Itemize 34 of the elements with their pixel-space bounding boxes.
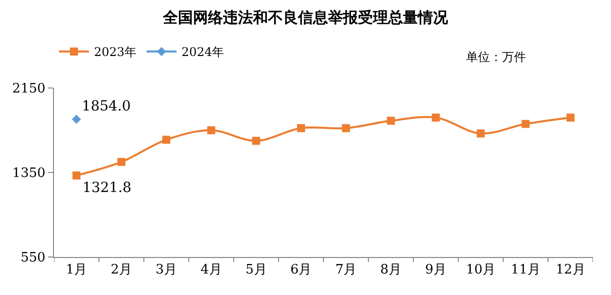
y-tick-label: 550 [20, 250, 46, 266]
point [207, 126, 216, 134]
point [162, 136, 170, 144]
point [117, 158, 126, 166]
x-tick-label: 8月 [380, 262, 402, 278]
point [72, 171, 80, 180]
point [342, 124, 350, 132]
x-tick-label: 3月 [156, 262, 177, 278]
point [386, 116, 395, 125]
x-tick-label: 6月 [290, 262, 312, 278]
legend-label: 2023年 [94, 45, 137, 60]
text: 单位：万件 [466, 50, 526, 64]
point [252, 136, 260, 145]
chart-title: 全国网络违法和不良信息举报受理总量情况 [162, 8, 449, 26]
point [476, 129, 485, 138]
data-label: 1854.0 [82, 98, 131, 114]
point [522, 120, 530, 128]
point [72, 114, 82, 124]
legend-label: 2024年 [182, 45, 224, 60]
x-tick-label: 2月 [110, 262, 132, 278]
point [432, 114, 440, 122]
x-tick-label: 1月 [66, 262, 88, 278]
x-tick-label: 11月 [510, 262, 540, 278]
point [297, 124, 306, 132]
point [566, 114, 575, 122]
x-tick-label: 10月 [466, 262, 496, 278]
data-label: 1321.8 [82, 180, 132, 196]
x-tick-label: 12月 [556, 262, 586, 278]
y-tick-label: 2150 [12, 82, 46, 97]
x-tick-label: 9月 [425, 262, 446, 278]
x-tick-label: 4月 [200, 262, 222, 278]
x-tick-label: 5月 [245, 262, 267, 278]
y-tick-label: 1350 [12, 166, 46, 182]
x-tick-label: 7月 [335, 262, 357, 278]
